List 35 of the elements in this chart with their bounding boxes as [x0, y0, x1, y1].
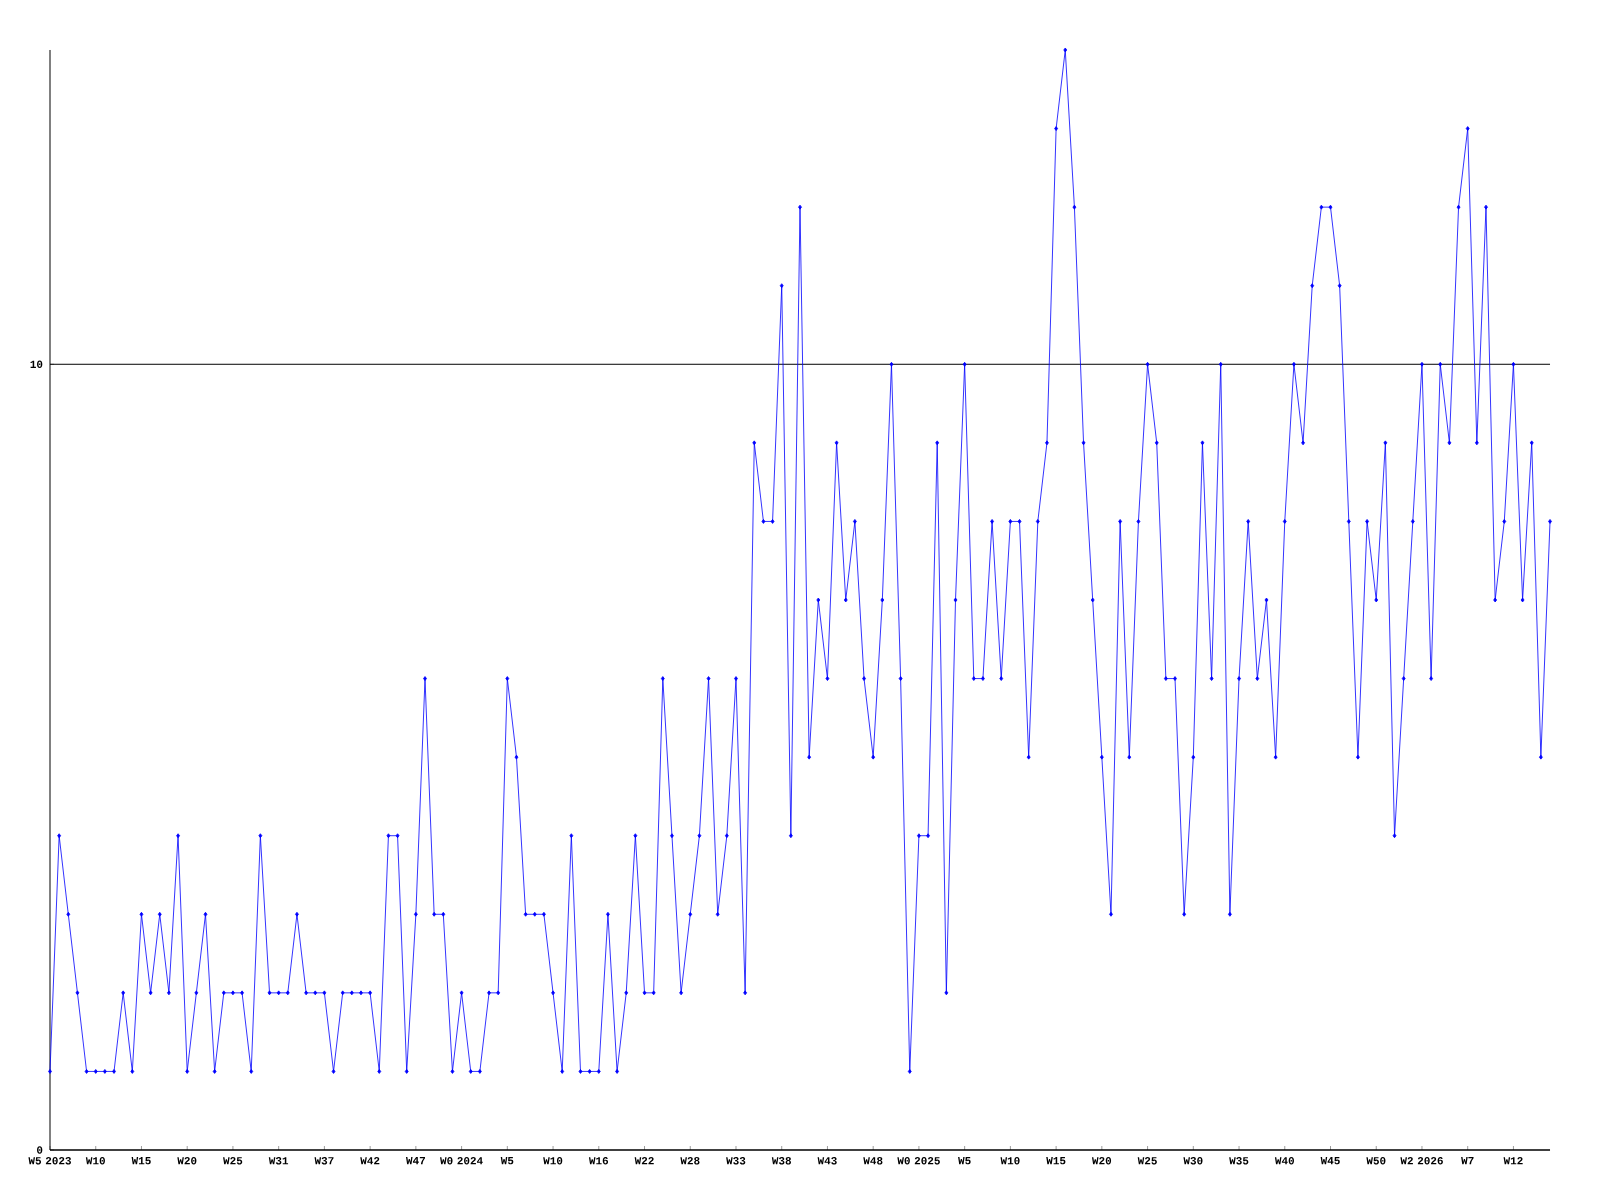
x-tick-label: W38	[771, 1157, 791, 1165]
x-tick-label: W25	[1137, 1157, 1157, 1165]
x-tick-label: W33	[726, 1157, 746, 1165]
x-tick-label: W20	[1091, 1157, 1112, 1165]
x-tick-label: W37	[314, 1157, 334, 1165]
x-tick-label: W12	[1503, 1157, 1523, 1165]
x-tick-label: W28	[680, 1157, 700, 1165]
x-tick-label: W10	[1000, 1157, 1020, 1165]
x-tick-label: W31	[268, 1157, 289, 1165]
x-tick-label: W10	[85, 1157, 105, 1165]
x-tick-label: W30	[1183, 1157, 1203, 1165]
x-tick-label: W5	[500, 1157, 514, 1165]
x-tick-label: W42	[360, 1157, 380, 1165]
x-tick-label: W15	[131, 1157, 151, 1165]
x-tick-label: W45	[1320, 1157, 1340, 1165]
x-tick-label: W47	[405, 1157, 425, 1165]
x-tick-label: W20	[177, 1157, 197, 1165]
x-tick-label: W40	[1274, 1157, 1294, 1165]
x-tick-label: W10	[543, 1157, 563, 1165]
x-tick-label: W50	[1366, 1157, 1386, 1165]
x-tick-label: W15	[1046, 1157, 1066, 1165]
y-tick-label: 10	[30, 360, 43, 368]
x-tick-label: W5	[958, 1157, 971, 1165]
x-tick-label: W2 2026	[1400, 1157, 1443, 1165]
x-tick-label: W22	[634, 1157, 654, 1165]
x-tick-label: W35	[1229, 1157, 1249, 1165]
y-tick-label: 0	[37, 1146, 43, 1154]
x-tick-label: W5 2023	[28, 1157, 71, 1165]
x-tick-label: W25	[223, 1157, 243, 1165]
x-tick-label: W16	[588, 1157, 609, 1165]
x-tick-label: W0 2025	[897, 1157, 940, 1165]
x-tick-label: W48	[863, 1157, 883, 1165]
x-tick-label: W7	[1461, 1157, 1474, 1165]
x-tick-label: W0 2024	[440, 1157, 483, 1165]
x-tick-label: W43	[817, 1157, 837, 1165]
